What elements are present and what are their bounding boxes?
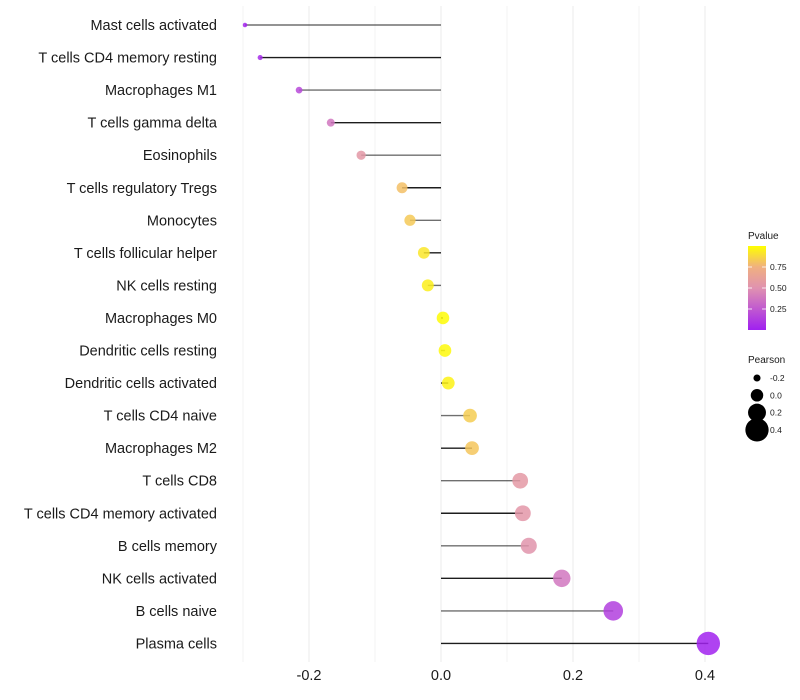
category-label: T cells regulatory Tregs bbox=[67, 181, 217, 197]
data-point bbox=[257, 54, 263, 61]
data-point bbox=[417, 246, 430, 259]
size-legend-label: 0.0 bbox=[770, 390, 782, 400]
data-point bbox=[441, 376, 455, 390]
x-axis-ticks: -0.2 0.0 0.2 0.4 bbox=[297, 668, 716, 684]
data-point bbox=[404, 214, 416, 226]
data-point bbox=[326, 118, 335, 127]
colorbar-tick-label: 0.50 bbox=[770, 283, 787, 293]
category-label: NK cells resting bbox=[116, 278, 217, 294]
data-point bbox=[696, 631, 721, 656]
category-label: Mast cells activated bbox=[90, 18, 217, 34]
pearson-legend-title: Pearson bbox=[748, 355, 785, 366]
data-point bbox=[553, 569, 571, 588]
size-legend-dot bbox=[748, 403, 766, 422]
y-axis-labels: Mast cells activated T cells CD4 memory r… bbox=[24, 18, 218, 652]
data-point bbox=[512, 472, 529, 489]
category-label: T cells CD4 memory activated bbox=[24, 506, 217, 522]
size-legend-dot bbox=[750, 389, 764, 402]
category-label: B cells memory bbox=[118, 539, 218, 555]
data-point bbox=[520, 537, 537, 554]
category-label: T cells CD4 memory resting bbox=[38, 51, 217, 67]
x-tick-label: 0.0 bbox=[431, 668, 451, 684]
size-legend-dot bbox=[745, 418, 769, 442]
size-legend-label: 0.2 bbox=[770, 408, 782, 418]
size-legend-label: 0.4 bbox=[770, 425, 782, 435]
data-point bbox=[465, 441, 479, 456]
data-point bbox=[396, 182, 408, 194]
category-label: Macrophages M1 bbox=[105, 83, 217, 99]
grid bbox=[242, 6, 706, 662]
category-label: T cells CD4 naive bbox=[104, 409, 217, 425]
category-label: Plasma cells bbox=[136, 636, 217, 652]
category-label: T cells CD8 bbox=[142, 474, 217, 490]
category-label: Eosinophils bbox=[143, 148, 217, 164]
pvalue-legend-title: Pvalue bbox=[748, 231, 779, 242]
category-label: T cells gamma delta bbox=[88, 116, 218, 132]
data-point bbox=[295, 86, 303, 94]
points bbox=[242, 22, 721, 656]
data-point bbox=[436, 311, 450, 325]
data-point bbox=[514, 505, 531, 522]
x-tick-label: 0.2 bbox=[563, 668, 583, 684]
category-label: Macrophages M2 bbox=[105, 441, 217, 457]
category-label: NK cells activated bbox=[102, 571, 217, 587]
x-tick-label: -0.2 bbox=[297, 668, 322, 684]
stems bbox=[244, 24, 709, 645]
size-legend-dot bbox=[753, 374, 761, 382]
data-point bbox=[603, 601, 624, 621]
x-tick-label: 0.4 bbox=[695, 668, 715, 684]
category-label: Monocytes bbox=[147, 213, 217, 229]
size-legend-label: -0.2 bbox=[770, 373, 785, 383]
data-point bbox=[356, 150, 366, 160]
category-label: B cells naive bbox=[136, 604, 217, 620]
data-point bbox=[421, 279, 434, 292]
data-point bbox=[463, 408, 477, 423]
pvalue-colorbar bbox=[748, 246, 766, 330]
pearson-legend: Pearson -0.2 0.0 0.2 0.4 bbox=[745, 355, 785, 442]
data-point bbox=[242, 22, 248, 28]
pvalue-legend: Pvalue 0.25 0.50 0.75 bbox=[748, 231, 787, 330]
colorbar-tick-label: 0.75 bbox=[770, 262, 787, 272]
category-label: Macrophages M0 bbox=[105, 311, 217, 327]
category-label: Dendritic cells activated bbox=[65, 376, 217, 392]
category-label: T cells follicular helper bbox=[74, 246, 217, 262]
colorbar-tick-label: 0.25 bbox=[770, 304, 787, 314]
category-label: Dendritic cells resting bbox=[79, 344, 217, 360]
data-point bbox=[438, 344, 452, 357]
